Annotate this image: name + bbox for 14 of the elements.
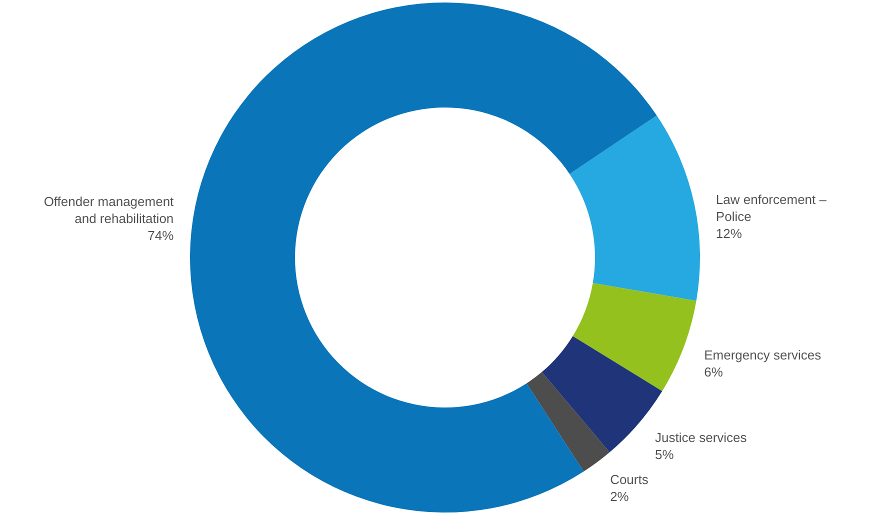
donut-slice (572, 282, 696, 392)
slice-label: Emergency services (704, 347, 822, 362)
slice-label: Law enforcement – Police (716, 192, 828, 224)
donut-slice (570, 115, 700, 301)
data-label: 6% (704, 364, 724, 380)
slice-label: Courts (610, 472, 649, 487)
data-label: 12% (716, 226, 742, 241)
data-label: 5% (655, 447, 674, 462)
data-label: 74% (148, 228, 174, 243)
donut-slice (190, 2, 657, 512)
slice-label: Justice services (655, 430, 748, 446)
data-label: 2% (610, 488, 630, 504)
donut-slice (526, 372, 610, 472)
slice-label: Offender management and rehabilitation (44, 194, 174, 226)
